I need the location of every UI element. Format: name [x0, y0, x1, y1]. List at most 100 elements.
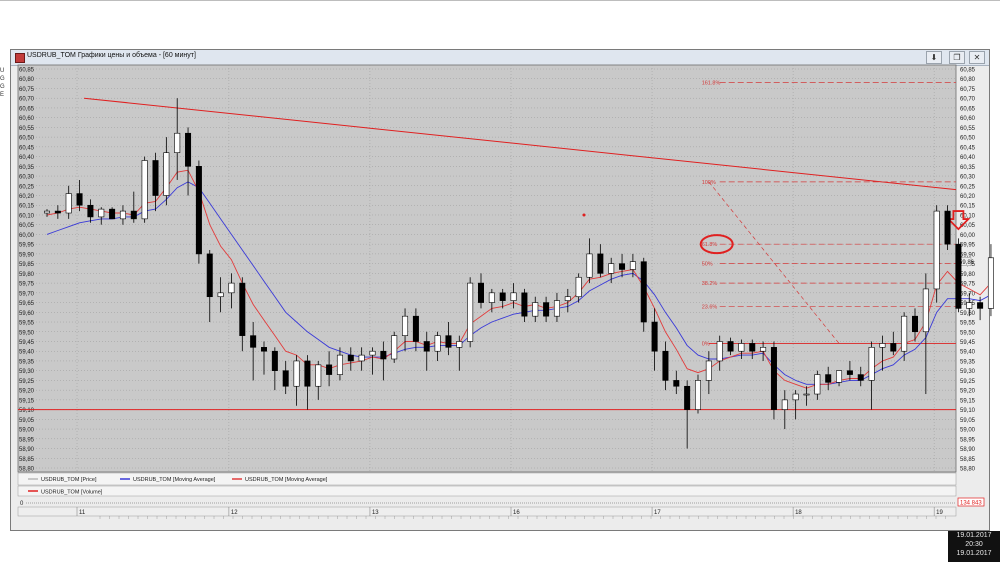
candle-body [651, 321, 658, 352]
y-tick-label-left: 59,75 [19, 282, 35, 288]
candle-body [185, 132, 192, 167]
y-tick-label-right: 59,60 [960, 311, 976, 317]
y-tick-label-right: 59,15 [960, 398, 976, 404]
candle-body [239, 282, 246, 336]
y-tick-label-left: 59,95 [19, 243, 35, 249]
y-tick-label-right: 59,20 [960, 389, 976, 395]
candle-body [380, 350, 387, 360]
current-price-label: 59,86 [959, 260, 975, 266]
candle-body [543, 302, 550, 317]
candle-body [347, 354, 354, 362]
candle-body [119, 210, 126, 220]
candle-body [369, 350, 376, 356]
y-tick-label-right: 60,80 [960, 77, 976, 83]
candle-body [152, 160, 159, 196]
fib-level-label: 0% [702, 341, 710, 347]
y-tick-label-right: 60,65 [960, 106, 976, 112]
candle-body [510, 292, 517, 301]
close-button[interactable]: ✕ [969, 51, 985, 64]
y-tick-label-right: 60,40 [960, 155, 976, 161]
y-tick-label-left: 60,40 [19, 155, 35, 161]
candle-body [770, 347, 777, 410]
candle-body [467, 282, 474, 342]
y-tick-label-left: 59,70 [19, 291, 35, 297]
candle-body [434, 335, 441, 352]
clock-date-top: 19.01.2017 [956, 532, 992, 539]
candle-body [271, 350, 278, 371]
y-tick-label-right: 59,00 [960, 428, 976, 434]
fib-level-label: 23.6% [702, 304, 718, 310]
y-tick-label-left: 60,30 [19, 175, 35, 181]
fib-level-label: 61.8% [702, 242, 718, 248]
candle-body [336, 354, 343, 375]
y-tick-label-left: 60,75 [19, 87, 35, 93]
y-tick-label-left: 60,50 [19, 136, 35, 142]
y-tick-label-left: 59,30 [19, 369, 35, 375]
candle-body [98, 208, 105, 218]
export-button[interactable]: ⬇ [926, 51, 942, 64]
candle-body [304, 360, 311, 387]
y-tick-label-right: 60,70 [960, 97, 976, 103]
fib-level-label: 38.2% [702, 281, 718, 287]
left-strip-text: U [0, 68, 5, 74]
y-tick-label-right: 60,10 [960, 213, 976, 219]
x-tick-label: 17 [654, 510, 661, 516]
y-tick-label-left: 59,85 [19, 262, 35, 268]
ma-fast-line [46, 169, 992, 389]
y-tick-label-left: 59,00 [19, 428, 35, 434]
y-tick-label-right: 60,75 [960, 87, 976, 93]
y-tick-label-left: 59,55 [19, 321, 35, 327]
y-tick-label-right: 60,60 [960, 116, 976, 122]
x-tick-label: 11 [79, 510, 86, 516]
candle-body [640, 261, 647, 323]
y-tick-label-left: 58,85 [19, 457, 35, 463]
candle-body [716, 341, 723, 362]
candle-body [879, 343, 886, 348]
candle-body [944, 210, 951, 245]
candle-body [456, 341, 463, 348]
fib-level-label: 161.8% [702, 81, 721, 87]
y-tick-label-right: 60,85 [960, 68, 976, 74]
candle-body [553, 300, 560, 317]
candle-body [705, 360, 712, 381]
y-tick-label-left: 59,20 [19, 389, 35, 395]
volume-legend-label: USDRUB_TOM [Volume] [41, 490, 103, 496]
y-tick-label-right: 58,90 [960, 447, 976, 453]
candle-body [499, 292, 506, 301]
candle-body [836, 370, 843, 383]
y-tick-label-right: 58,80 [960, 467, 976, 473]
y-tick-label-left: 59,25 [19, 379, 35, 385]
y-tick-label-right: 59,90 [960, 252, 976, 258]
candle-body [228, 282, 235, 294]
candle-body [206, 253, 213, 298]
candle-body [402, 315, 409, 336]
candle-body [217, 292, 224, 298]
candle-body [43, 210, 50, 214]
y-tick-label-right: 59,50 [960, 330, 976, 336]
app-icon [15, 53, 25, 63]
candle-body [564, 296, 571, 301]
candle-body [130, 210, 137, 220]
x-tick-label: 18 [795, 510, 802, 516]
y-tick-label-left: 60,25 [19, 184, 35, 190]
candle-body [846, 370, 853, 375]
y-tick-label-right: 59,10 [960, 408, 976, 414]
candle-body [282, 370, 289, 387]
y-tick-label-right: 59,80 [960, 272, 976, 278]
x-tick-label: 16 [513, 510, 520, 516]
restore-button[interactable]: ❐ [949, 51, 965, 64]
candle-body [749, 343, 756, 352]
candle-body [76, 193, 83, 206]
candle-body [803, 393, 810, 396]
y-tick-label-right: 59,25 [960, 379, 976, 385]
y-tick-label-left: 59,60 [19, 311, 35, 317]
candle-body [586, 253, 593, 278]
y-tick-label-right: 59,35 [960, 359, 976, 365]
candle-body [890, 343, 897, 352]
candle-body [597, 253, 604, 274]
clock-date-bottom: 19.01.2017 [956, 550, 992, 557]
candle-body [608, 263, 615, 274]
plot-area [17, 64, 957, 473]
y-tick-label-left: 60,10 [19, 213, 35, 219]
